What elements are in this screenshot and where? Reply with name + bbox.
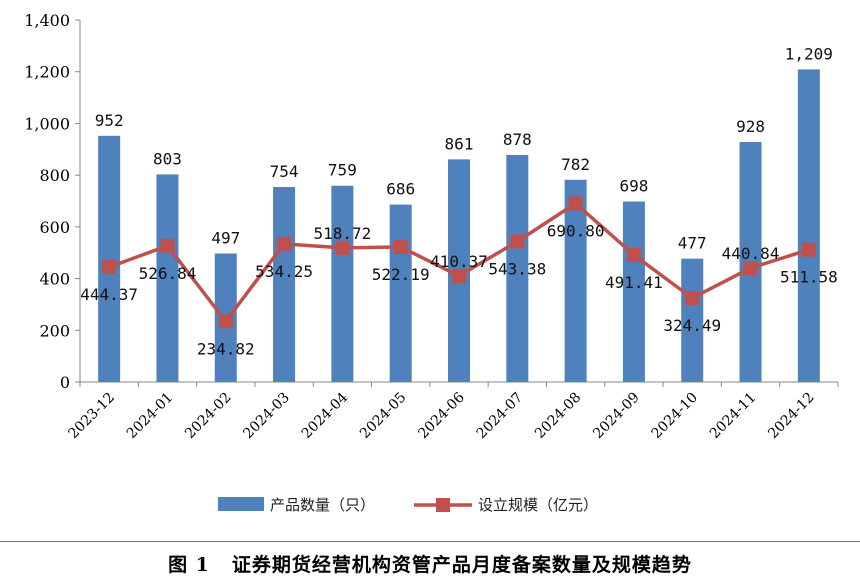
- x-tick-label: 2024-10: [649, 390, 701, 442]
- bar-value-label: 861: [445, 134, 474, 153]
- bar-value-label: 497: [211, 228, 240, 247]
- bar-value-label: 686: [386, 180, 415, 199]
- caption-divider: [0, 541, 860, 542]
- x-tick-label: 2024-11: [707, 390, 759, 442]
- bar: [506, 154, 529, 382]
- y-tick-label: 1,200: [24, 63, 70, 82]
- bar: [331, 185, 354, 382]
- line-point-marker: [102, 260, 117, 275]
- x-tick-label: 2024-09: [590, 390, 642, 442]
- line-point-marker: [277, 236, 292, 251]
- line-value-label: 534.25: [255, 262, 313, 281]
- legend-bar-swatch: [218, 497, 264, 511]
- x-tick-label: 2024-03: [240, 390, 292, 442]
- y-tick-label: 600: [39, 218, 70, 237]
- y-tick-label: 800: [39, 166, 70, 185]
- line-point-marker: [393, 239, 408, 254]
- bar: [622, 201, 645, 382]
- bar-value-label: 952: [95, 111, 124, 130]
- line-value-label: 511.58: [780, 268, 838, 287]
- line-value-label: 690.80: [547, 221, 605, 240]
- line-point-marker: [160, 238, 175, 253]
- bar: [797, 69, 820, 382]
- x-tick-label: 2024-04: [299, 389, 352, 442]
- x-tick-label: 2024-08: [532, 390, 584, 442]
- bar-value-label: 782: [561, 155, 590, 174]
- chart-area: 0 200 400 600 800 1,000 1,200 1,400 2023-12 2024-…: [24, 11, 839, 514]
- legend-line-label: 设立规模（亿元）: [478, 496, 598, 514]
- figure-caption: 图 1 证券期货经营机构资管产品月度备案数量及规模趋势: [0, 550, 860, 577]
- line-point-marker: [452, 268, 466, 283]
- y-tick-label: 1,000: [24, 114, 70, 133]
- y-tick-label: 400: [39, 270, 70, 289]
- x-tick-label: 2024-05: [357, 390, 409, 442]
- bar-value-label: 803: [153, 149, 182, 168]
- line-value-label: 526.84: [139, 264, 197, 283]
- line-value-label: 522.19: [372, 265, 430, 284]
- line-value-label: 518.72: [313, 224, 371, 243]
- y-tick-label: 0: [60, 373, 70, 392]
- bar-value-label: 1,209: [785, 44, 833, 63]
- bar: [681, 258, 704, 382]
- figure-title: 证券期货经营机构资管产品月度备案数量及规模趋势: [231, 554, 692, 576]
- bar-value-label: 698: [619, 177, 648, 196]
- x-tick-label: 2024-07: [474, 390, 526, 442]
- bar: [389, 204, 412, 382]
- line-value-label: 410.37: [430, 252, 488, 271]
- x-tick-label: 2024-06: [415, 389, 468, 442]
- legend-bar-label: 产品数量（只）: [270, 496, 375, 514]
- line-point-marker: [568, 196, 583, 211]
- bar-value-label: 759: [328, 161, 357, 180]
- line-point-marker: [218, 314, 233, 329]
- bar-value-label: 928: [736, 117, 765, 136]
- bar-value-label: 754: [270, 162, 299, 181]
- figure-number: 图 1: [168, 554, 210, 576]
- line-value-label: 440.84: [722, 244, 780, 263]
- line-value-label: 324.49: [663, 316, 721, 335]
- line-point-marker: [743, 261, 758, 276]
- x-tick-label: 2024-02: [182, 390, 234, 442]
- line-value-label: 234.82: [197, 339, 255, 358]
- bar: [564, 179, 587, 382]
- bar-value-label: 477: [678, 234, 707, 253]
- bar: [98, 135, 121, 382]
- bar: [156, 174, 179, 382]
- line-point-marker: [626, 247, 641, 262]
- line-point-marker: [685, 291, 700, 306]
- x-tick-label: 2023-12: [66, 390, 118, 442]
- line-value-label: 491.41: [605, 273, 663, 292]
- line-point-marker: [510, 234, 525, 249]
- y-tick-label: 1,400: [24, 11, 70, 30]
- line-value-label: 543.38: [488, 259, 546, 278]
- x-tick-label: 2024-01: [124, 390, 176, 442]
- line-value-label: 444.37: [80, 285, 138, 304]
- line-point-marker: [335, 240, 350, 255]
- bar: [273, 187, 296, 382]
- y-tick-label: 200: [39, 321, 70, 340]
- legend-line-marker: [436, 498, 450, 512]
- x-tick-label: 2024-12: [765, 390, 817, 442]
- line-point-marker: [801, 242, 816, 257]
- bar-value-label: 878: [503, 130, 532, 149]
